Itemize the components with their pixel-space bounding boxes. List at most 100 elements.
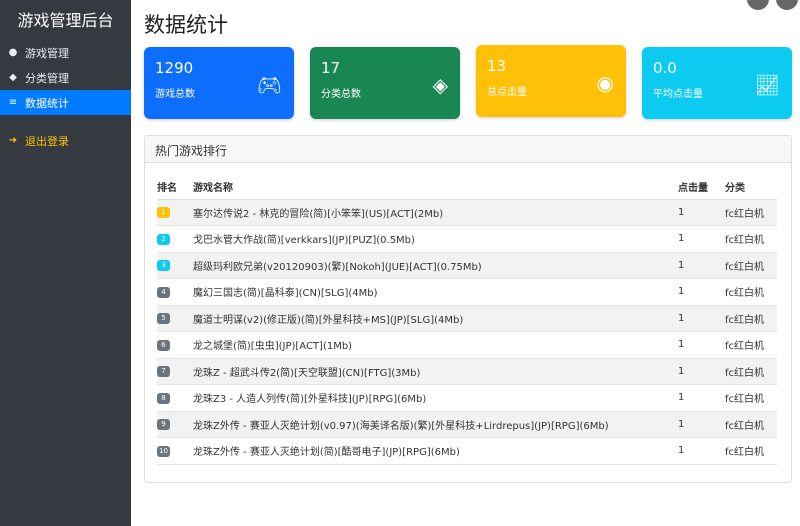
sidebar-item-label: 数据统计 (25, 96, 69, 110)
table-row: 2 戈巴水管大作战(简)[verkkars](JP)[PUZ](0.5Mb) 1… (157, 225, 777, 253)
floating-button[interactable] (747, 0, 769, 10)
rank-cell: 7 (157, 358, 193, 385)
rank-badge: 8 (157, 392, 170, 404)
sidebar-item-label: 游戏管理 (25, 46, 69, 60)
sidebar-item-stats[interactable]: ≡ 数据统计 (0, 90, 131, 115)
rank-cell: 10 (157, 437, 193, 465)
stat-label: 游戏总数 (155, 89, 195, 100)
click-count: 1 (678, 305, 725, 332)
main-content: 数据统计 1290 游戏总数 🎮︎ 17 分类总数 ◈ 13 总点击量 ◉ 0.0 平均点击量… (144, 0, 792, 483)
rank-cell: 3 (157, 252, 193, 279)
stat-label: 总点击量 (487, 87, 527, 98)
game-name: 塞尔达传说2 - 林克的冒险(简)[小笨笨](US)[ACT](2Mb) (193, 199, 678, 226)
table-row: 6 龙之城堡(简)[虫虫](JP)[ACT](1Mb) 1 fc红白机 (157, 331, 777, 359)
click-count: 1 (678, 199, 725, 226)
app-title: 游戏管理后台 (17, 11, 114, 30)
logout-label: 退出登录 (25, 134, 69, 148)
sidebar-item-games[interactable]: ● 游戏管理 (0, 40, 131, 65)
game-name: 魔幻三国志(简)[晶科泰](CN)[SLG](4Mb) (193, 278, 678, 306)
col-rank: 排名 (157, 175, 193, 200)
click-count: 1 (678, 411, 725, 438)
ranking-table: 排名 游戏名称 点击量 分类 1 塞尔达传说2 - 林克的冒险(简)[小笨笨](… (157, 175, 777, 465)
stat-card-avg-clicks: 0.0 平均点击量 📈︎ (642, 47, 792, 119)
stat-card-clicks: 13 总点击量 ◉ (476, 45, 626, 117)
stat-card-categories: 17 分类总数 ◈ (310, 47, 460, 119)
col-category: 分类 (725, 175, 777, 200)
category: fc红白机 (725, 411, 777, 438)
table-row: 5 魔道士明谋(v2)(修正版)(简)[外星科技+MS](JP)[SLG](4M… (157, 305, 777, 332)
sidebar: 游戏管理后台 ● 游戏管理 ◆ 分类管理 ≡ 数据统计 ➜ 退出登录 (0, 0, 131, 526)
rank-badge: 5 (157, 313, 170, 325)
line-chart-icon: 📈︎ (754, 73, 780, 97)
gamepad-icon: ● (8, 47, 18, 58)
panel-title: 热门游戏排行 (145, 136, 791, 163)
rank-cell: 6 (157, 331, 193, 359)
ranking-panel: 热门游戏排行 排名 游戏名称 点击量 分类 1 塞尔达传说2 - 林克的冒险(简… (144, 135, 792, 483)
table-row: 10 龙珠Z外传 - 赛亚人灭绝计划(简)[酷哥电子](JP)[RPG](6Mb… (157, 437, 777, 465)
rank-cell: 2 (157, 225, 193, 253)
sign-out-icon: ➜ (8, 135, 18, 146)
tags-icon: ◈ (432, 73, 448, 97)
rank-badge: 1 (157, 207, 170, 219)
chart-icon: ≡ (8, 97, 18, 108)
rank-badge: 2 (157, 233, 170, 245)
rank-cell: 9 (157, 411, 193, 438)
category: fc红白机 (725, 384, 777, 412)
game-name: 戈巴水管大作战(简)[verkkars](JP)[PUZ](0.5Mb) (193, 225, 678, 253)
stat-value: 1290 (155, 59, 194, 77)
rank-cell: 8 (157, 384, 193, 412)
col-name: 游戏名称 (193, 175, 678, 200)
table-row: 1 塞尔达传说2 - 林克的冒险(简)[小笨笨](US)[ACT](2Mb) 1… (157, 199, 777, 226)
table-row: 8 龙珠Z3 - 人造人列传(简)[外星科技](JP)[RPG](6Mb) 1 … (157, 384, 777, 412)
click-count: 1 (678, 437, 725, 465)
floating-button[interactable] (776, 0, 798, 10)
game-name: 龙珠Z3 - 人造人列传(简)[外星科技](JP)[RPG](6Mb) (193, 384, 678, 412)
rank-cell: 5 (157, 305, 193, 332)
rank-badge: 6 (157, 339, 170, 351)
game-name: 龙珠Z外传 - 赛亚人灭绝计划(简)[酷哥电子](JP)[RPG](6Mb) (193, 437, 678, 465)
game-name: 魔道士明谋(v2)(修正版)(简)[外星科技+MS](JP)[SLG](4Mb) (193, 305, 678, 332)
category: fc红白机 (725, 199, 777, 226)
logout-link[interactable]: ➜ 退出登录 (0, 128, 131, 153)
rank-badge: 3 (157, 260, 170, 272)
sidebar-item-label: 分类管理 (25, 71, 69, 85)
rank-badge: 4 (157, 286, 170, 298)
table-row: 9 龙珠Z外传 - 赛亚人灭绝计划(v0.97)(海美译名版)(繁)[外星科技+… (157, 411, 777, 438)
click-count: 1 (678, 225, 725, 253)
click-count: 1 (678, 252, 725, 279)
category: fc红白机 (725, 252, 777, 279)
click-count: 1 (678, 278, 725, 306)
table-row: 3 超级玛利欧兄弟(v20120903)(繁)[Nokoh](JUE)[ACT]… (157, 252, 777, 279)
category: fc红白机 (725, 331, 777, 359)
game-name: 龙珠Z - 超武斗传2(简)[天空联盟](CN)[FTG](3Mb) (193, 358, 678, 385)
rank-badge: 10 (157, 445, 170, 457)
stat-label: 平均点击量 (653, 89, 703, 100)
click-count: 1 (678, 331, 725, 359)
sidebar-item-categories[interactable]: ◆ 分类管理 (0, 65, 131, 90)
rank-badge: 7 (157, 366, 170, 378)
stat-label: 分类总数 (321, 89, 361, 100)
stat-value: 0.0 (653, 59, 677, 77)
category: fc红白机 (725, 305, 777, 332)
rank-cell: 1 (157, 199, 193, 226)
game-name: 龙之城堡(简)[虫虫](JP)[ACT](1Mb) (193, 331, 678, 359)
rank-badge: 9 (157, 419, 170, 431)
table-row: 7 龙珠Z - 超武斗传2(简)[天空联盟](CN)[FTG](3Mb) 1 f… (157, 358, 777, 385)
game-name: 龙珠Z外传 - 赛亚人灭绝计划(v0.97)(海美译名版)(繁)[外星科技+Li… (193, 411, 678, 438)
click-count: 1 (678, 358, 725, 385)
col-clicks: 点击量 (678, 175, 725, 200)
category: fc红白机 (725, 225, 777, 253)
category: fc红白机 (725, 358, 777, 385)
tags-icon: ◆ (9, 72, 17, 83)
game-name: 超级玛利欧兄弟(v20120903)(繁)[Nokoh](JUE)[ACT](0… (193, 252, 678, 279)
category: fc红白机 (725, 437, 777, 465)
category: fc红白机 (725, 278, 777, 306)
rank-cell: 4 (157, 278, 193, 306)
click-count: 1 (678, 384, 725, 412)
gamepad-icon: 🎮︎ (256, 73, 282, 97)
page-title: 数据统计 (144, 13, 228, 37)
eye-icon: ◉ (596, 71, 614, 95)
stat-value: 13 (487, 57, 507, 75)
stat-card-games: 1290 游戏总数 🎮︎ (144, 47, 294, 119)
stat-value: 17 (321, 59, 341, 77)
